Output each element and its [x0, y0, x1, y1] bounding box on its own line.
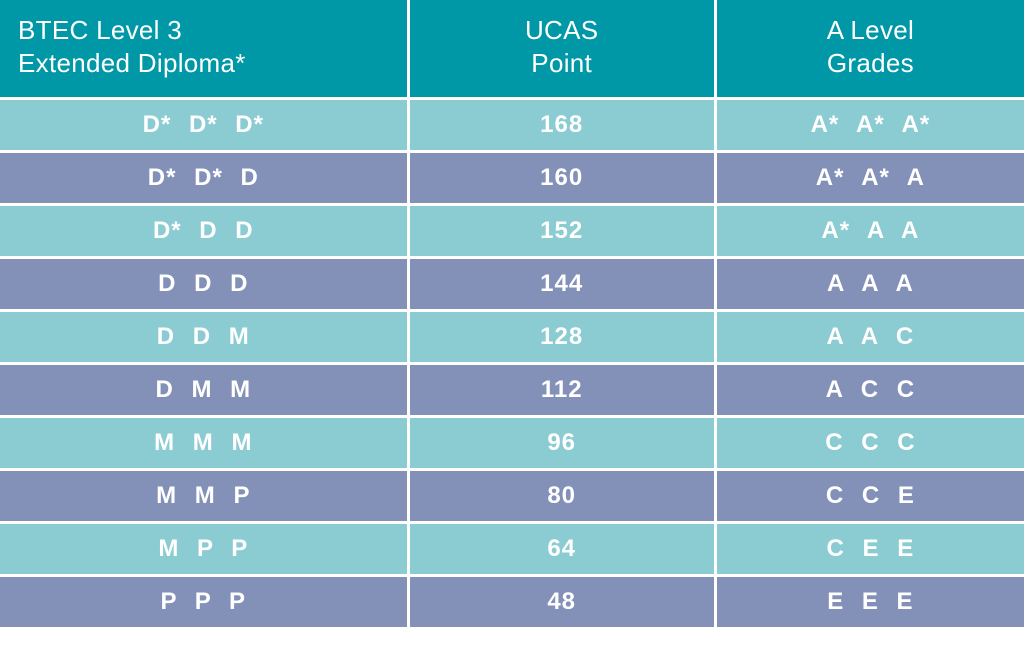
table-row: D* D* D 160 A* A* A — [0, 153, 1024, 206]
cell-btec: D* D D — [0, 206, 410, 259]
cell-ucas: 64 — [410, 524, 717, 577]
cell-alevel: E E E — [717, 577, 1024, 630]
cell-ucas: 96 — [410, 418, 717, 471]
cell-ucas: 160 — [410, 153, 717, 206]
cell-ucas: 112 — [410, 365, 717, 418]
cell-btec: D D D — [0, 259, 410, 312]
cell-ucas: 80 — [410, 471, 717, 524]
table-row: M M M 96 C C C — [0, 418, 1024, 471]
cell-alevel: A A A — [717, 259, 1024, 312]
cell-btec: D M M — [0, 365, 410, 418]
cell-alevel: C C C — [717, 418, 1024, 471]
table-row: D M M 112 A C C — [0, 365, 1024, 418]
cell-alevel: C C E — [717, 471, 1024, 524]
table-row: D D M 128 A A C — [0, 312, 1024, 365]
cell-btec: M M P — [0, 471, 410, 524]
table-body: D* D* D* 168 A* A* A* D* D* D 160 A* A* … — [0, 100, 1024, 630]
table-row: M M P 80 C C E — [0, 471, 1024, 524]
col-header-ucas: UCASPoint — [410, 0, 717, 100]
table-row: D* D* D* 168 A* A* A* — [0, 100, 1024, 153]
table-header: BTEC Level 3Extended Diploma* UCASPoint … — [0, 0, 1024, 100]
cell-ucas: 168 — [410, 100, 717, 153]
table-row: D* D D 152 A* A A — [0, 206, 1024, 259]
cell-btec: M P P — [0, 524, 410, 577]
cell-alevel: A A C — [717, 312, 1024, 365]
cell-alevel: A C C — [717, 365, 1024, 418]
cell-btec: D* D* D* — [0, 100, 410, 153]
cell-alevel: A* A* A — [717, 153, 1024, 206]
table-row: D D D 144 A A A — [0, 259, 1024, 312]
cell-btec: P P P — [0, 577, 410, 630]
cell-btec: M M M — [0, 418, 410, 471]
table-row: P P P 48 E E E — [0, 577, 1024, 630]
cell-btec: D D M — [0, 312, 410, 365]
grade-equivalence-table: BTEC Level 3Extended Diploma* UCASPoint … — [0, 0, 1024, 630]
cell-ucas: 144 — [410, 259, 717, 312]
cell-alevel: C E E — [717, 524, 1024, 577]
cell-ucas: 48 — [410, 577, 717, 630]
table-row: M P P 64 C E E — [0, 524, 1024, 577]
cell-alevel: A* A* A* — [717, 100, 1024, 153]
col-header-alevel: A LevelGrades — [717, 0, 1024, 100]
cell-ucas: 128 — [410, 312, 717, 365]
col-header-btec: BTEC Level 3Extended Diploma* — [0, 0, 410, 100]
cell-btec: D* D* D — [0, 153, 410, 206]
cell-alevel: A* A A — [717, 206, 1024, 259]
cell-ucas: 152 — [410, 206, 717, 259]
